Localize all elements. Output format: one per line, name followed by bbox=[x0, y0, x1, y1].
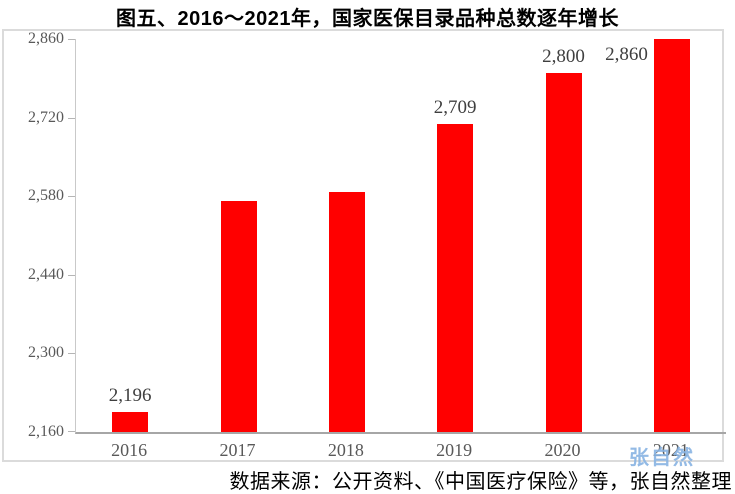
x-axis: 2016 2017 2018 2019 2020 2021 bbox=[75, 440, 725, 462]
bar-value-label: 2,800 bbox=[542, 45, 585, 67]
bar bbox=[112, 411, 149, 432]
bar bbox=[220, 201, 257, 432]
chart-area: 2,196 2,709 2,800 2,860 2,160 2,300 2,440 2,58… bbox=[2, 29, 726, 464]
plot-area: 2,196 2,709 2,800 2,860 bbox=[68, 39, 726, 434]
source-note: 数据来源：公开资料、《中国医疗保险》等，张自然整理 bbox=[229, 471, 732, 493]
y-axis: 2,160 2,300 2,440 2,580 2,720 2,860 bbox=[4, 30, 68, 464]
y-tick-label: 2,440 bbox=[28, 265, 64, 283]
x-tick-label: 2019 bbox=[436, 440, 473, 460]
y-tick-label: 2,720 bbox=[28, 108, 64, 126]
y-tick-mark bbox=[68, 431, 75, 432]
bar bbox=[545, 72, 582, 432]
bar bbox=[328, 191, 365, 432]
y-tick-mark bbox=[68, 39, 75, 40]
bar bbox=[653, 39, 690, 432]
y-tick-mark bbox=[68, 353, 75, 355]
bar-value-label: 2,709 bbox=[433, 96, 477, 118]
bar bbox=[437, 123, 474, 432]
bar-value-label: 2,196 bbox=[108, 384, 152, 406]
x-tick-label: 2021 bbox=[652, 440, 689, 460]
x-tick-label: 2016 bbox=[111, 440, 148, 460]
bar-value-label: 2,860 bbox=[605, 44, 648, 65]
y-tick-mark bbox=[68, 274, 75, 276]
y-tick-label: 2,300 bbox=[28, 344, 64, 362]
y-tick-mark bbox=[68, 117, 75, 119]
y-tick-label: 2,160 bbox=[28, 423, 64, 440]
y-tick-mark bbox=[68, 196, 75, 198]
x-tick-label: 2018 bbox=[327, 440, 364, 460]
x-tick-label: 2020 bbox=[544, 440, 581, 460]
watermark: 张自然 bbox=[629, 447, 695, 469]
y-tick-label: 2,860 bbox=[28, 30, 64, 47]
x-tick-label: 2017 bbox=[219, 440, 256, 460]
y-tick-label: 2,580 bbox=[28, 187, 64, 205]
chart-title: 图五、2016～2021年，国家医保目录品种总数逐年增长 bbox=[116, 8, 619, 30]
